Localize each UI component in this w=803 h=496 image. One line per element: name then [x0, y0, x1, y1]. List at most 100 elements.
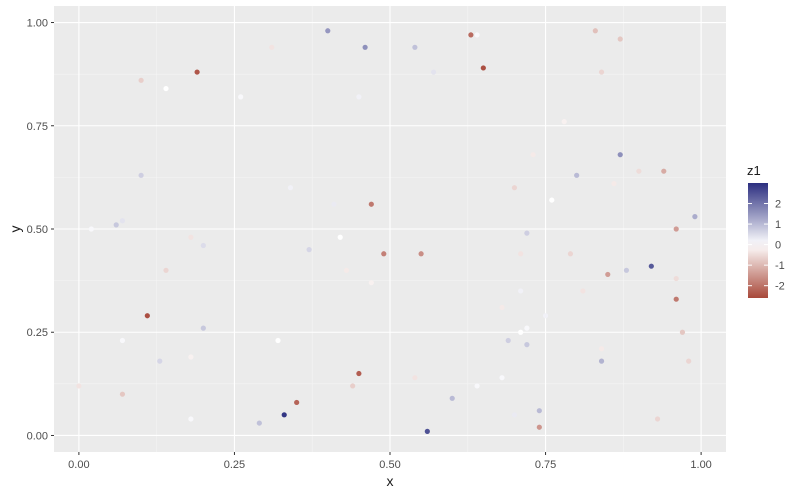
x-tick-label: 0.75	[535, 459, 556, 471]
data-point	[138, 77, 144, 83]
data-point	[567, 251, 574, 257]
y-tick-label: 0.50	[27, 224, 48, 236]
legend-tick-label: 0	[775, 240, 781, 252]
data-point	[592, 28, 598, 34]
data-point	[524, 230, 530, 236]
data-point	[163, 85, 169, 92]
data-point	[306, 247, 312, 253]
legend-colorbar	[748, 183, 768, 298]
data-point	[518, 288, 524, 294]
y-tick-label: 0.25	[27, 327, 48, 339]
data-point	[119, 218, 126, 224]
data-point	[580, 288, 586, 294]
data-point	[673, 275, 679, 282]
data-point	[480, 65, 486, 71]
data-point	[605, 271, 611, 278]
data-point	[661, 168, 667, 174]
data-point	[518, 251, 524, 257]
data-point	[331, 201, 337, 207]
data-point	[505, 337, 511, 344]
data-point	[269, 44, 275, 50]
legend-tick-label: 2	[775, 199, 781, 211]
data-point	[679, 329, 686, 335]
data-point	[430, 69, 437, 75]
data-point	[524, 342, 530, 348]
data-point	[617, 152, 623, 158]
data-point	[530, 152, 536, 158]
legend-tick-label: 1	[775, 219, 781, 231]
data-point	[598, 346, 605, 352]
data-points	[76, 28, 698, 434]
data-point	[623, 267, 630, 273]
data-point	[561, 119, 567, 125]
data-point	[368, 201, 374, 207]
data-point	[119, 391, 126, 397]
data-point	[686, 358, 692, 364]
data-point	[256, 420, 262, 426]
data-point	[692, 214, 698, 220]
data-point	[163, 267, 169, 273]
data-point	[188, 416, 194, 422]
data-point	[617, 36, 623, 42]
data-point	[418, 251, 424, 257]
x-tick-label: 1.00	[690, 459, 711, 471]
data-point	[337, 234, 343, 240]
data-point	[188, 234, 194, 240]
data-point	[368, 280, 374, 286]
data-point	[636, 168, 642, 174]
x-axis-title: x	[387, 473, 394, 489]
data-point	[536, 408, 542, 414]
data-point	[518, 329, 524, 335]
x-tick-label: 0.00	[68, 459, 89, 471]
data-point	[474, 32, 480, 38]
data-point	[356, 94, 362, 100]
data-point	[350, 383, 356, 389]
data-point	[673, 226, 679, 232]
data-point	[412, 44, 418, 50]
legend-title: z1	[747, 163, 761, 178]
data-point	[474, 383, 480, 389]
grid-major	[54, 6, 726, 452]
data-point	[281, 412, 287, 418]
data-point	[449, 395, 455, 401]
data-point	[144, 313, 150, 319]
data-point	[574, 172, 580, 178]
data-point	[200, 325, 206, 331]
data-point	[287, 185, 294, 191]
data-point	[673, 296, 679, 302]
y-axis-ticks: 0.00 0.25 0.50 0.75 1.00	[27, 18, 54, 442]
x-axis-ticks: 0.00 0.25 0.50 0.75 1.00	[68, 452, 712, 471]
data-point	[424, 428, 430, 434]
data-point	[343, 267, 350, 273]
y-tick-label: 0.00	[27, 430, 48, 442]
data-point	[598, 358, 605, 364]
legend-tick-label: -1	[775, 260, 785, 272]
data-point	[511, 412, 518, 418]
data-point	[468, 32, 474, 38]
data-point	[654, 416, 661, 422]
data-point	[356, 370, 362, 377]
data-point	[275, 337, 281, 344]
data-point	[611, 180, 617, 187]
data-point	[157, 358, 163, 364]
legend-ticks: 2 1 0 -1 -2	[748, 199, 785, 293]
data-point	[598, 69, 605, 75]
data-point	[188, 354, 194, 360]
data-point	[542, 313, 549, 319]
data-point	[549, 197, 555, 203]
data-point	[200, 242, 206, 249]
data-point	[194, 69, 200, 75]
x-tick-label: 0.25	[224, 459, 245, 471]
data-point	[113, 222, 119, 228]
y-axis-title: y	[7, 226, 23, 233]
legend: z1 2 1 0 -1 -2	[747, 163, 785, 298]
data-point	[325, 28, 331, 34]
data-point	[138, 172, 144, 178]
data-point	[76, 383, 82, 389]
data-point	[499, 304, 505, 311]
data-point	[536, 424, 542, 430]
data-point	[119, 337, 126, 344]
data-point	[381, 251, 387, 257]
data-point	[294, 399, 300, 406]
